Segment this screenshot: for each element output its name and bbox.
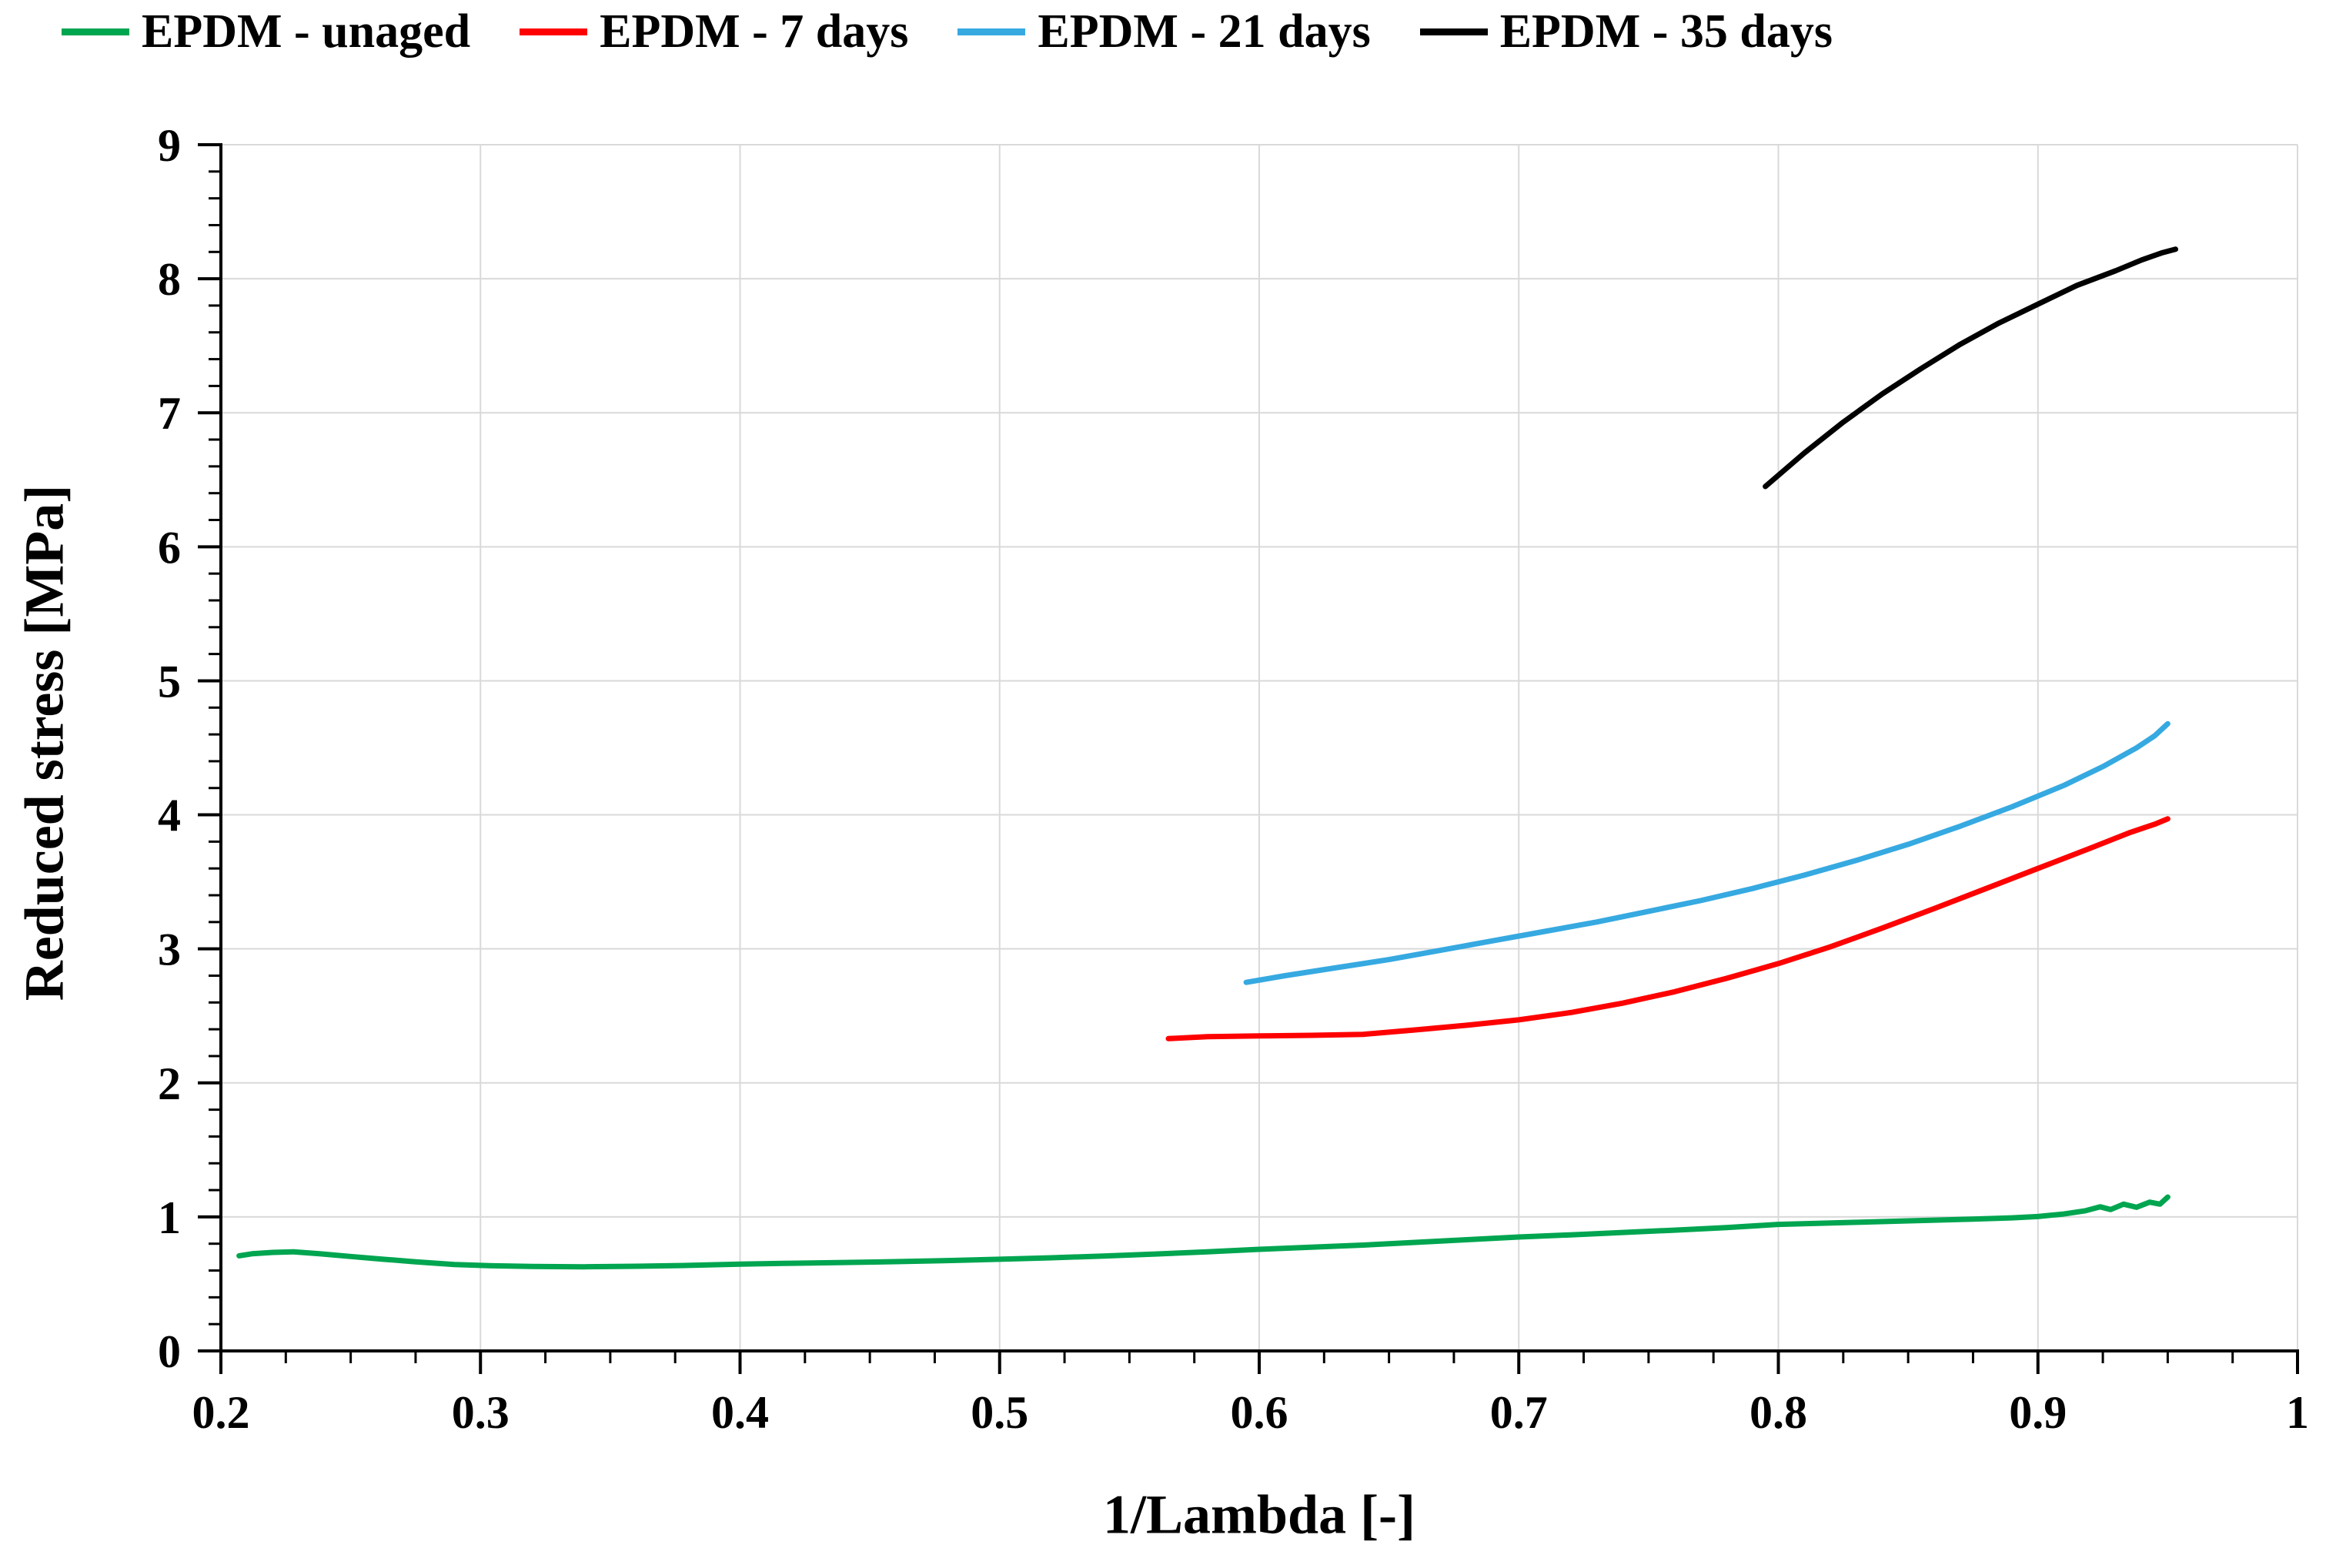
- chart-legend: EPDM - unaged EPDM - 7 days EPDM - 21 da…: [62, 8, 1833, 55]
- y-tick-label: 2: [158, 1058, 181, 1109]
- legend-swatch-unaged: [62, 28, 129, 35]
- legend-label-7days: EPDM - 7 days: [600, 5, 909, 58]
- y-tick-label: 8: [158, 254, 181, 305]
- y-tick-label: 9: [158, 120, 181, 171]
- x-tick-label: 1: [2286, 1387, 2309, 1438]
- series-path-3: [1763, 246, 2178, 490]
- x-tick-label: 0.4: [711, 1387, 769, 1438]
- legend-label-21days: EPDM - 21 days: [1038, 5, 1371, 58]
- y-tick-label: 6: [158, 522, 181, 573]
- x-tick-label: 0.7: [1490, 1387, 1548, 1438]
- y-tick-label: 7: [158, 388, 181, 439]
- legend-item-7days: EPDM - 7 days: [520, 8, 908, 55]
- x-tick-label: 0.8: [1749, 1387, 1807, 1438]
- legend-item-35days: EPDM - 35 days: [1419, 5, 1833, 58]
- legend-swatch-35days: [1419, 28, 1488, 35]
- x-tick-label: 0.3: [452, 1387, 510, 1438]
- y-tick-label: 1: [158, 1192, 181, 1243]
- x-tick-label: 0.2: [192, 1387, 250, 1438]
- x-tick-label: 0.6: [1231, 1387, 1288, 1438]
- y-axis-title: Reduced stress [MPa]: [13, 484, 75, 1001]
- series-path-0: [236, 1194, 2171, 1270]
- series-path-1: [1165, 816, 2171, 1041]
- legend-item-unaged: EPDM - unaged: [62, 8, 470, 55]
- y-tick-label: 4: [158, 791, 181, 841]
- x-tick-label: 0.5: [971, 1387, 1028, 1438]
- x-tick-label: 0.9: [2009, 1387, 2067, 1438]
- legend-item-21days: EPDM - 21 days: [957, 5, 1371, 58]
- legend-label-unaged: EPDM - unaged: [142, 5, 471, 58]
- legend-swatch-7days: [520, 28, 588, 35]
- x-axis-title: 1/Lambda [-]: [1102, 1483, 1416, 1546]
- series-path-2: [1243, 720, 2171, 985]
- y-tick-label: 0: [158, 1326, 181, 1377]
- legend-swatch-21days: [957, 28, 1026, 35]
- y-tick-label: 5: [158, 656, 181, 707]
- y-tick-label: 3: [158, 924, 181, 975]
- legend-label-35days: EPDM - 35 days: [1499, 5, 1833, 58]
